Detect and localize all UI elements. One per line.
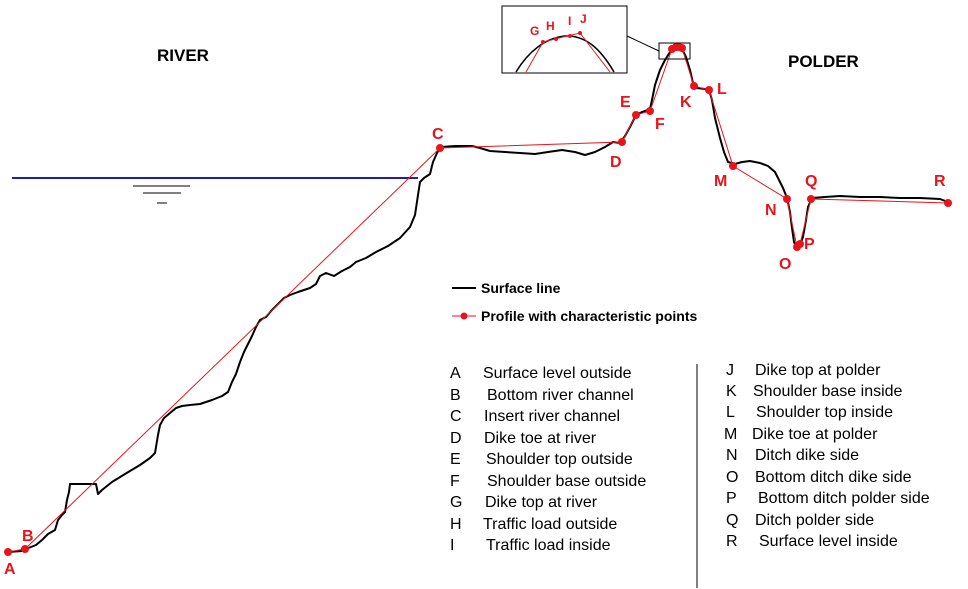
key-letter: F: [450, 473, 460, 490]
key-letter: Q: [726, 512, 738, 529]
point-marker-J: [678, 44, 686, 52]
inset-marker-J: [578, 31, 582, 35]
key-letter: G: [450, 494, 462, 511]
key-letter: P: [726, 490, 737, 507]
point-marker-A: [4, 548, 12, 556]
key-letter: J: [726, 362, 734, 379]
inset-label-J: J: [580, 12, 587, 26]
inset-label-I: I: [568, 14, 571, 28]
point-label-P: P: [804, 236, 815, 253]
key-letter: I: [450, 537, 454, 554]
point-marker-E: [632, 111, 640, 119]
key-description: Shoulder base outside: [487, 473, 646, 490]
water-level-icon: [133, 185, 190, 204]
point-label-O: O: [779, 256, 791, 273]
key-letter: B: [450, 387, 461, 404]
inset-marker-H: [554, 37, 558, 41]
key-letter: O: [726, 469, 738, 486]
key-description: Ditch polder side: [755, 512, 874, 529]
point-label-N: N: [765, 202, 777, 219]
key-letter: E: [450, 451, 461, 468]
characteristic-points: [4, 43, 952, 556]
inset-marker-I: [568, 34, 572, 38]
key-left-column: A Surface level outside B Bottom river c…: [450, 365, 646, 554]
point-label-A: A: [4, 561, 16, 578]
point-labels: A B C D E F K L M N O P Q R: [4, 81, 946, 578]
point-label-D: D: [610, 154, 622, 171]
key-description: Ditch dike side: [755, 447, 859, 464]
inset-profile-line: [525, 32, 611, 73]
point-label-M: M: [714, 173, 727, 190]
legend-surface-label: Surface line: [481, 280, 561, 296]
point-marker-B: [21, 545, 29, 553]
legend: Surface line Profile with characteristic…: [452, 280, 697, 324]
key-letter: N: [726, 447, 738, 464]
point-label-C: C: [432, 126, 444, 143]
key-description: Traffic load inside: [486, 537, 611, 554]
point-marker-P: [796, 240, 804, 248]
point-label-R: R: [934, 173, 946, 190]
key-letter: R: [726, 533, 738, 550]
point-marker-R: [944, 199, 952, 207]
point-label-F: F: [655, 116, 665, 133]
inset-marker-G: [541, 40, 545, 44]
key-description: Bottom ditch polder side: [758, 490, 930, 507]
key-letter: H: [450, 516, 462, 533]
point-marker-K: [690, 82, 698, 90]
region-label-polder: POLDER: [788, 52, 859, 71]
key-description: Shoulder top outside: [486, 451, 633, 468]
key-description: Insert river channel: [484, 408, 620, 425]
key-description: Bottom river channel: [487, 387, 634, 404]
point-label-K: K: [680, 94, 692, 111]
key-letter: C: [450, 408, 462, 425]
surface-line: [7, 47, 949, 553]
key-right-column: J Dike top at polder K Shoulder base ins…: [724, 362, 930, 550]
point-label-Q: Q: [805, 173, 817, 190]
crest-inset: G H I J: [501, 5, 628, 74]
point-label-B: B: [22, 528, 34, 545]
region-label-river: RIVER: [157, 46, 209, 65]
point-marker-M: [729, 162, 737, 170]
key-description: Traffic load outside: [483, 516, 617, 533]
point-label-E: E: [620, 94, 631, 111]
key-description: Shoulder base inside: [753, 383, 903, 400]
key-description: Bottom ditch dike side: [755, 469, 912, 486]
key-description: Dike toe at polder: [752, 426, 878, 443]
point-marker-F: [646, 107, 654, 115]
key-letter: D: [450, 430, 462, 447]
inset-label-H: H: [546, 19, 555, 33]
key-description: Dike toe at river: [484, 430, 597, 447]
point-label-L: L: [717, 81, 727, 98]
point-marker-Q: [807, 195, 815, 203]
key-description: Surface level inside: [759, 533, 898, 550]
key-letter: L: [726, 404, 735, 421]
zoom-connector: [626, 35, 660, 52]
key-description: Shoulder top inside: [756, 404, 893, 421]
point-marker-C: [436, 144, 444, 152]
inset-label-G: G: [530, 24, 539, 38]
key-description: Dike top at river: [485, 494, 598, 511]
legend-profile-marker: [460, 312, 468, 320]
key-letter: K: [726, 383, 737, 400]
key-description: Dike top at polder: [755, 362, 881, 379]
key-description: Surface level outside: [483, 365, 632, 382]
point-marker-D: [618, 138, 626, 146]
key-letter: A: [450, 365, 461, 382]
inset-surface-line: [515, 35, 615, 73]
key-letter: M: [724, 426, 737, 443]
legend-profile-label: Profile with characteristic points: [481, 308, 697, 324]
point-marker-N: [783, 195, 791, 203]
point-marker-L: [705, 86, 713, 94]
